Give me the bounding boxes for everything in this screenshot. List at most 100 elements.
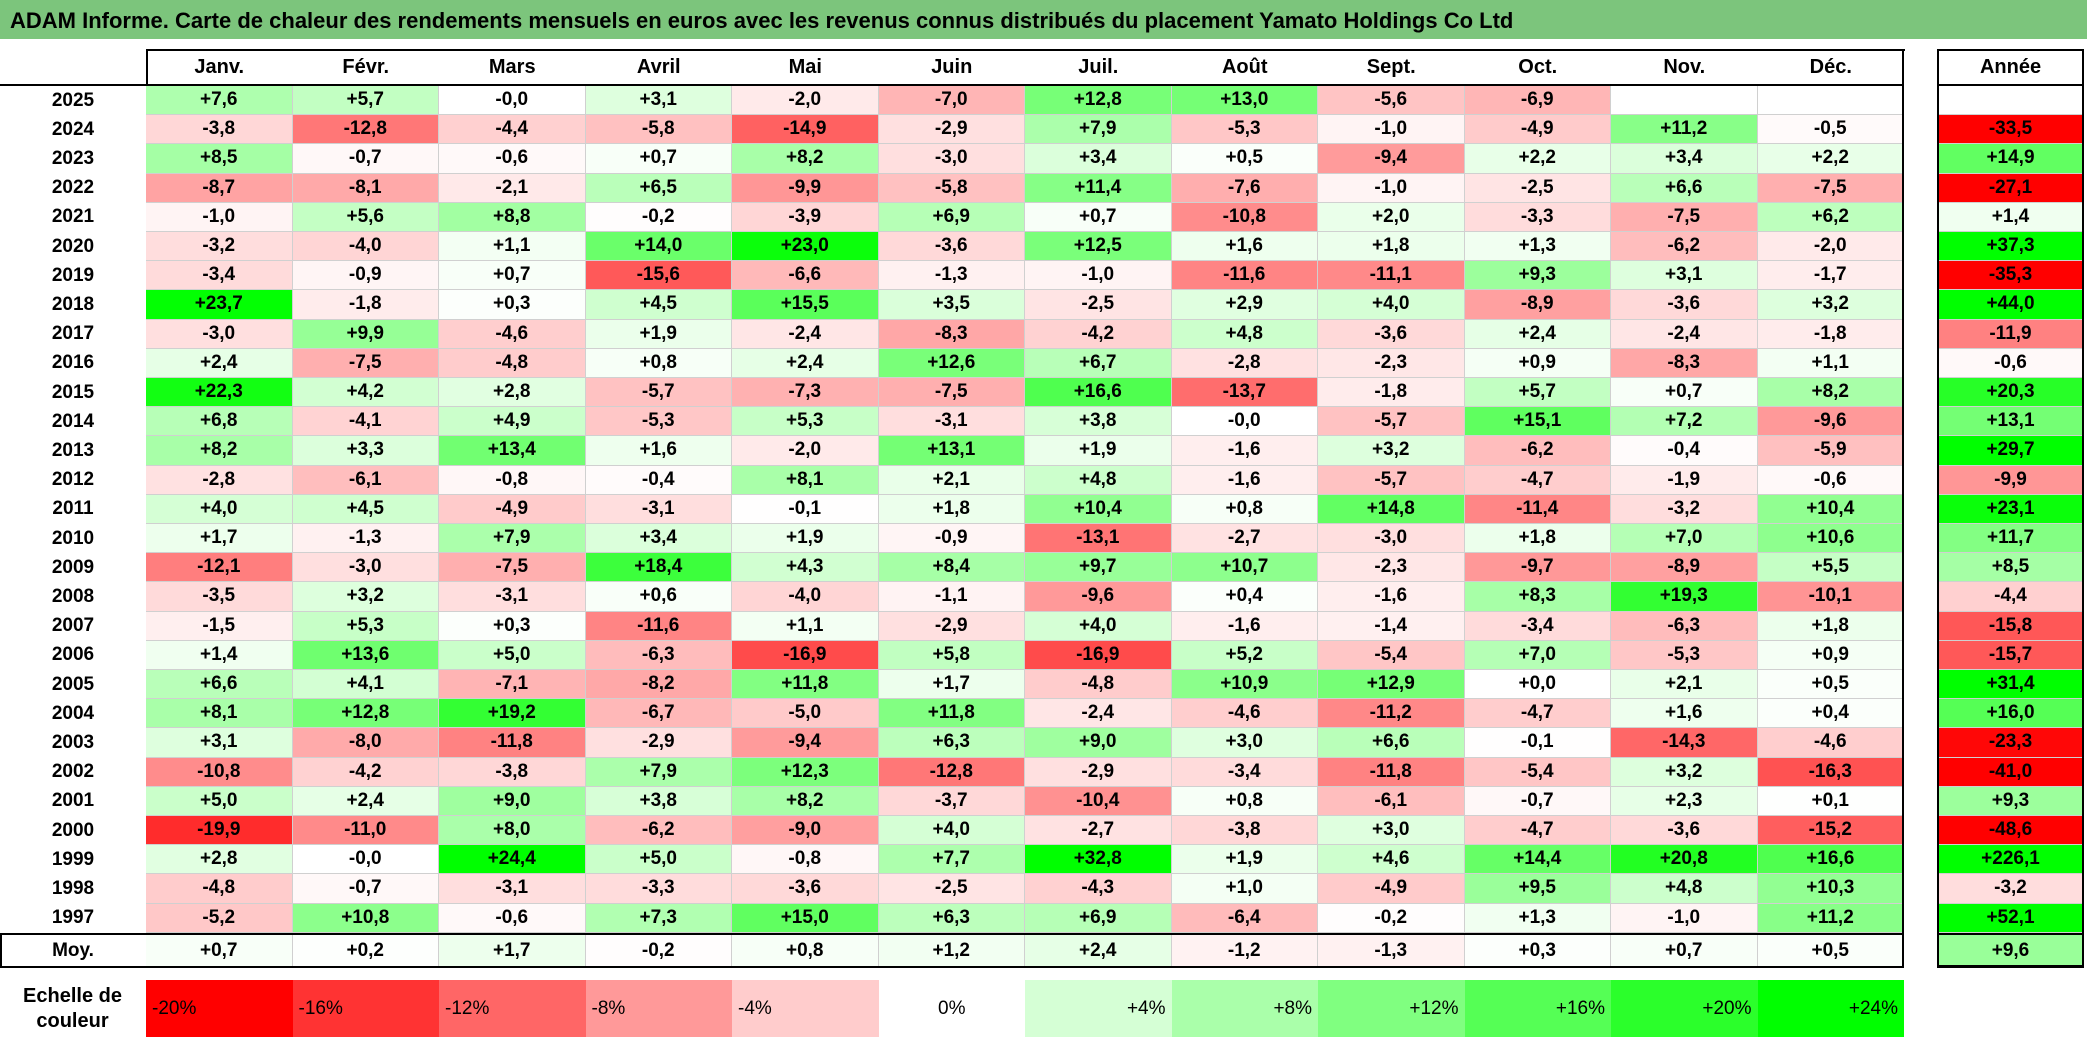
heatmap-cell: -0,2	[1318, 903, 1465, 933]
heatmap-cell: +2,4	[146, 348, 293, 378]
heatmap-cell: -3,0	[146, 319, 293, 349]
heatmap-cell: +4,1	[292, 670, 439, 700]
heatmap-cell: -3,0	[292, 553, 439, 583]
heatmap-cell: +0,3	[439, 290, 586, 320]
heatmap-cell: -7,5	[292, 348, 439, 378]
year-label: 2006	[51, 644, 95, 666]
heatmap-cell: -3,0	[1318, 524, 1465, 554]
heatmap-cell: -1,0	[1611, 903, 1758, 933]
annual-cell: -48,6	[1937, 816, 2084, 846]
average-cell: +0,8	[732, 934, 879, 967]
year-label: 2010	[51, 527, 95, 549]
heatmap-cell: -11,8	[439, 728, 586, 758]
heatmap-cell: -5,8	[878, 173, 1025, 203]
annual-cell: +37,3	[1937, 232, 2084, 262]
heatmap-cell: +11,8	[878, 699, 1025, 729]
heatmap-cell: -7,5	[878, 378, 1025, 408]
heatmap-cell: +4,9	[439, 407, 586, 437]
heatmap-cell: -3,4	[1464, 611, 1611, 641]
heatmap-cell: +6,6	[146, 670, 293, 700]
color-scale-stop: -12%	[439, 980, 586, 1037]
heatmap-cell: +5,6	[292, 202, 439, 232]
annual-cell: +8,5	[1937, 553, 2084, 583]
heatmap-cell: +0,5	[1757, 670, 1904, 700]
heatmap-cell: +10,9	[1171, 670, 1318, 700]
month-header: Avril	[636, 55, 681, 78]
heatmap-cell: -13,7	[1171, 378, 1318, 408]
heatmap-cell: +1,9	[1171, 845, 1318, 875]
heatmap-cell: +0,1	[1757, 786, 1904, 816]
heatmap-cell: -5,6	[1318, 86, 1465, 116]
heatmap-cell: -5,8	[585, 115, 732, 145]
heatmap-cell: -0,8	[732, 845, 879, 875]
heatmap-cell: +0,7	[1025, 202, 1172, 232]
heatmap-cell: +1,1	[732, 611, 879, 641]
heatmap-cell: -2,7	[1025, 816, 1172, 846]
average-cell: +2,4	[1025, 934, 1172, 967]
heatmap-cell: +4,3	[732, 553, 879, 583]
heatmap-cell: -6,6	[732, 261, 879, 291]
heatmap-cell: -3,4	[1171, 757, 1318, 787]
heatmap-cell: +8,2	[1757, 378, 1904, 408]
heatmap-cell: -0,0	[1171, 407, 1318, 437]
heatmap-cell: -5,7	[1318, 407, 1465, 437]
annual-header: Année	[1979, 55, 2042, 78]
heatmap-cell: -9,9	[732, 173, 879, 203]
heatmap-cell: +3,3	[292, 436, 439, 466]
heatmap-cell: -7,6	[1171, 173, 1318, 203]
heatmap-cell: +4,5	[292, 494, 439, 524]
heatmap-cell: +0,5	[1171, 144, 1318, 174]
heatmap-cell: -5,7	[1318, 465, 1465, 495]
heatmap-cell: +9,7	[1025, 553, 1172, 583]
heatmap-cell: +3,0	[1318, 816, 1465, 846]
heatmap-cell: +0,9	[1464, 348, 1611, 378]
heatmap-cell: +3,2	[1611, 757, 1758, 787]
year-label: 2018	[51, 293, 95, 315]
heatmap-cell: -7,5	[1611, 202, 1758, 232]
heatmap-cell: +9,5	[1464, 874, 1611, 904]
heatmap-cell: -4,0	[732, 582, 879, 612]
heatmap-cell: -9,0	[732, 816, 879, 846]
heatmap-cell: -0,7	[292, 874, 439, 904]
heatmap-cell: -1,3	[878, 261, 1025, 291]
year-label: 2023	[51, 147, 95, 169]
heatmap-cell: +5,3	[292, 611, 439, 641]
heatmap-cell: -4,9	[1318, 874, 1465, 904]
average-cell: +0,5	[1757, 934, 1904, 967]
heatmap-cell: -7,1	[439, 670, 586, 700]
heatmap-cell: -2,8	[146, 465, 293, 495]
heatmap-cell: +6,3	[878, 903, 1025, 933]
year-label: 2021	[51, 206, 95, 228]
year-label: 2019	[51, 264, 95, 286]
month-header: Déc.	[1809, 55, 1852, 78]
heatmap-cell: -5,7	[585, 378, 732, 408]
heatmap-cell: +19,3	[1611, 582, 1758, 612]
heatmap-cell: +23,7	[146, 290, 293, 320]
color-scale-stop: -8%	[585, 980, 732, 1037]
heatmap-cell: +6,7	[1025, 348, 1172, 378]
year-label: 2022	[51, 177, 95, 199]
heatmap-cell: -4,9	[1464, 115, 1611, 145]
color-scale-stop: +16%	[1464, 980, 1611, 1037]
year-label: 2013	[51, 439, 95, 461]
average-cell: +1,7	[439, 934, 586, 967]
heatmap-cell: +11,8	[732, 670, 879, 700]
heatmap-cell: -9,7	[1464, 553, 1611, 583]
heatmap-cell: +12,9	[1318, 670, 1465, 700]
heatmap-cell: -2,5	[1025, 290, 1172, 320]
heatmap-cell: +15,1	[1464, 407, 1611, 437]
annual-cell: -23,3	[1937, 728, 2084, 758]
annual-cell: -33,5	[1937, 115, 2084, 145]
heatmap-cell: +14,8	[1318, 494, 1465, 524]
month-header: Août	[1221, 55, 1268, 78]
heatmap-cell: +3,2	[1757, 290, 1904, 320]
heatmap-cell: +2,4	[732, 348, 879, 378]
heatmap-cell: +3,4	[1611, 144, 1758, 174]
heatmap-cell: +7,9	[585, 757, 732, 787]
annual-cell: +13,1	[1937, 407, 2084, 437]
month-header: Juin	[931, 55, 973, 78]
heatmap-cell: -12,8	[878, 757, 1025, 787]
heatmap-cell: +7,3	[585, 903, 732, 933]
annual-cell: +44,0	[1937, 290, 2084, 320]
heatmap-cell: +5,5	[1757, 553, 1904, 583]
